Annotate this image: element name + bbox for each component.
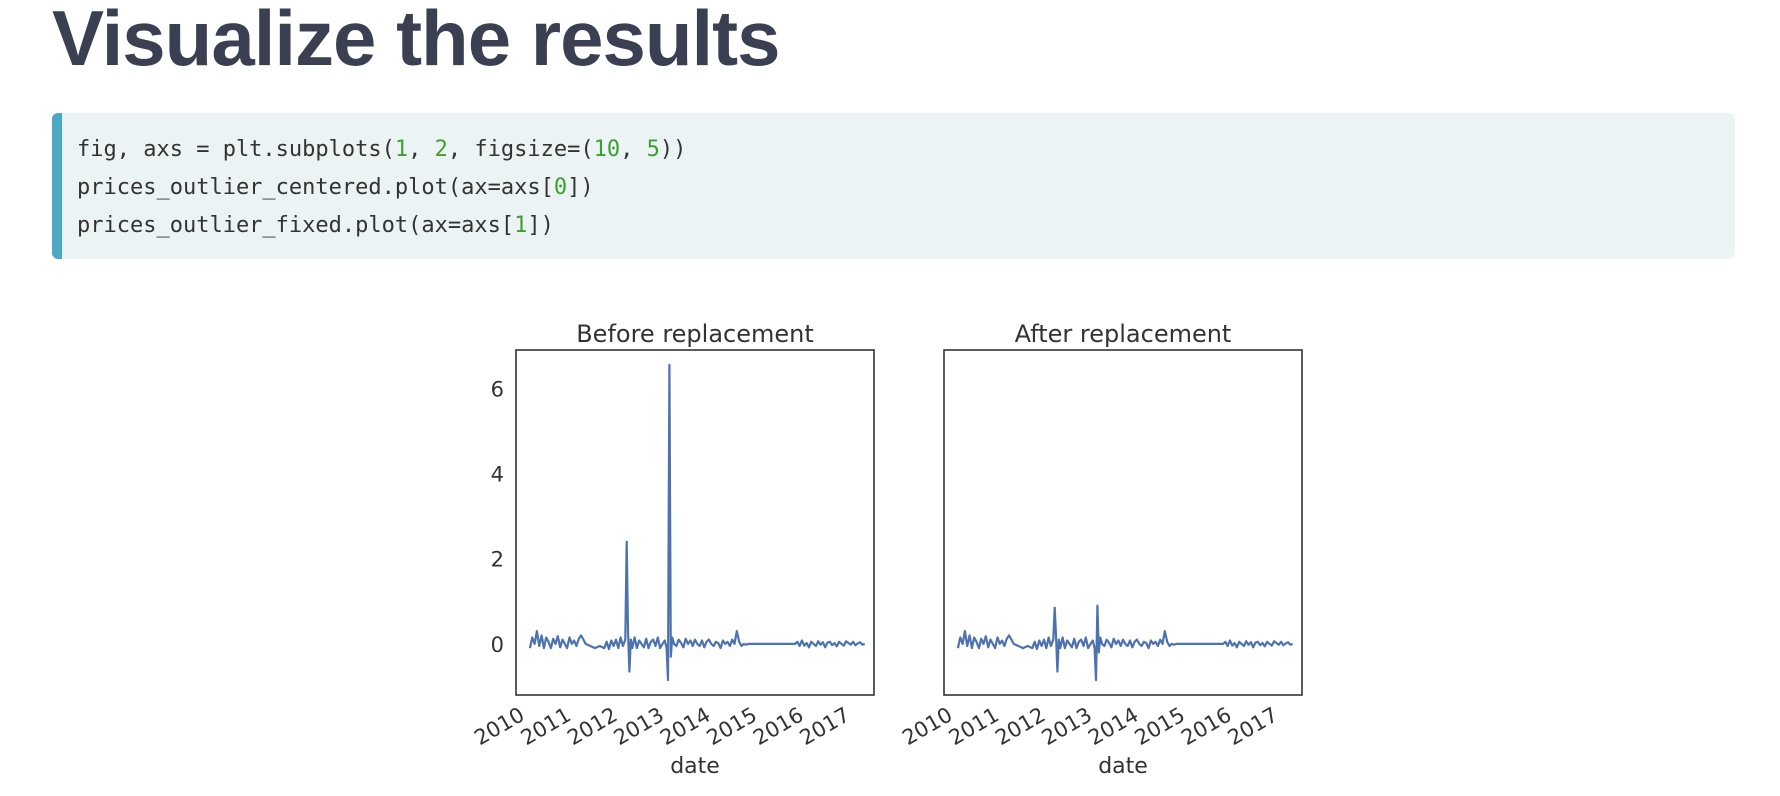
x-tick-label: 2012: [991, 703, 1049, 751]
x-tick-label: 2011: [945, 703, 1003, 751]
x-tick-label: 2012: [563, 703, 621, 751]
x-tick-label: 2013: [610, 703, 668, 751]
code-text: , figsize=(: [447, 137, 594, 162]
y-tick-label: 0: [491, 633, 504, 657]
code-line: prices_outlier_fixed.plot(ax=axs[1]): [77, 207, 1735, 245]
x-tick-label: 2016: [1177, 703, 1235, 751]
x-tick-label: 2017: [1224, 703, 1282, 751]
code-text: prices_outlier_fixed.plot(ax=axs[: [77, 213, 515, 238]
code-number: 1: [394, 137, 409, 162]
y-tick-label: 6: [491, 377, 504, 401]
code-number: 0: [553, 175, 568, 200]
code-line: fig, axs = plt.subplots(1, 2, figsize=(1…: [77, 131, 1735, 169]
code-text: ,: [408, 137, 435, 162]
plot-figure: Before replacement0246201020112012201320…: [470, 320, 1303, 779]
series-line: [956, 604, 1294, 682]
code-text: fig, axs = plt.subplots(: [77, 137, 395, 162]
x-tick-label: 2010: [470, 703, 528, 751]
code-number: 10: [593, 137, 621, 162]
plot-frame: [515, 349, 875, 696]
chart-before-replacement: Before replacement0246201020112012201320…: [470, 320, 875, 779]
y-tick-label: 4: [491, 463, 504, 487]
y-tick-label: 2: [491, 548, 504, 572]
code-text: ,: [620, 137, 647, 162]
code-text: ]): [527, 213, 554, 238]
plot-frame: [943, 349, 1303, 696]
code-text: )): [659, 137, 687, 162]
chart-title: Before replacement: [576, 320, 814, 348]
page-title: Visualize the results: [52, 0, 781, 82]
x-axis-label: date: [670, 754, 720, 779]
x-tick-label: 2014: [656, 703, 714, 751]
x-tick-label: 2015: [1131, 703, 1189, 751]
code-text: prices_outlier_centered.plot(ax=axs[: [77, 175, 554, 200]
x-tick-label: 2014: [1084, 703, 1142, 751]
code-line: prices_outlier_centered.plot(ax=axs[0]): [77, 169, 1735, 207]
x-tick-label: 2015: [703, 703, 761, 751]
x-tick-label: 2010: [898, 703, 956, 751]
code-number: 5: [646, 137, 660, 162]
code-cell[interactable]: fig, axs = plt.subplots(1, 2, figsize=(1…: [52, 113, 1735, 259]
chart-title: After replacement: [1015, 320, 1232, 348]
code-number: 1: [514, 213, 528, 238]
chart-after-replacement: After replacement20102011201220132014201…: [898, 320, 1303, 779]
series-line: [528, 363, 866, 682]
x-tick-label: 2013: [1038, 703, 1096, 751]
x-axis-label: date: [1098, 754, 1148, 779]
x-tick-label: 2017: [796, 703, 854, 751]
code-text: ]): [567, 175, 594, 200]
x-tick-label: 2016: [749, 703, 807, 751]
x-tick-label: 2011: [517, 703, 575, 751]
code-number: 2: [434, 137, 448, 162]
